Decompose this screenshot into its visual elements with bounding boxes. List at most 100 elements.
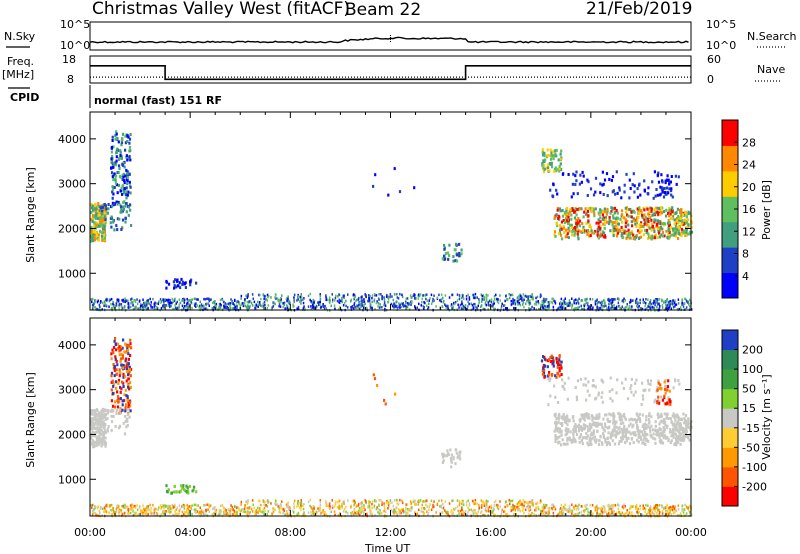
power-echo (112, 178, 115, 182)
power-near-range (484, 301, 487, 304)
velocity-echo (573, 425, 576, 429)
velocity-echo (122, 363, 125, 367)
power-near-range (587, 301, 589, 305)
velocity-echo (605, 413, 608, 417)
velocity-echo (129, 385, 132, 389)
velocity-echo (621, 414, 624, 418)
power-near-range (668, 302, 671, 306)
power-echo (670, 193, 673, 197)
power-near-range (353, 303, 355, 306)
power-near-range (598, 300, 600, 304)
power-near-range (511, 302, 514, 306)
power-near-range (540, 303, 542, 307)
power-echo (103, 205, 106, 209)
velocity-echo (543, 368, 546, 372)
velocity-echo (657, 395, 660, 399)
velocity-echo (592, 421, 595, 425)
power-echo (118, 156, 122, 160)
power-near-range (563, 305, 565, 308)
power-near-range (405, 297, 407, 300)
power-near-range (307, 294, 310, 298)
velocity-near-range (110, 513, 113, 516)
velocity-near-range (406, 512, 409, 515)
power-echo (669, 228, 672, 231)
power-echo (103, 233, 106, 237)
power-echo (455, 253, 458, 257)
velocity-echo (574, 440, 577, 444)
velocity-near-range (328, 506, 331, 510)
power-near-range (332, 298, 334, 301)
power-near-range (309, 292, 312, 296)
power-near-range (146, 304, 148, 307)
power-near-range (654, 303, 656, 307)
power-near-range (115, 304, 118, 307)
power-near-range (512, 300, 514, 303)
power-near-range (393, 293, 396, 296)
power-near-range (282, 302, 284, 305)
velocity-echo (680, 426, 683, 430)
power-echo (552, 150, 555, 154)
power-echo (636, 187, 639, 191)
power-echo (126, 182, 129, 185)
velocity-near-range (456, 505, 459, 508)
velocity-echo (674, 426, 678, 430)
velocity-echo (588, 393, 591, 397)
velocity-near-range (357, 504, 360, 507)
power-near-range (668, 306, 670, 309)
velocity-near-range (163, 511, 166, 515)
velocity-echo (112, 363, 115, 366)
velocity-echo (672, 435, 675, 439)
velocity-echo (582, 417, 585, 421)
power-near-range (441, 305, 443, 308)
power-echo (111, 187, 115, 191)
velocity-near-range (575, 504, 577, 507)
power-near-range (356, 298, 358, 302)
velocity-echo (128, 415, 131, 419)
velocity-near-range (594, 506, 597, 509)
velocity-echo (122, 366, 125, 370)
power-echo (444, 251, 447, 255)
velocity-near-range (624, 505, 626, 508)
velocity-near-range (519, 509, 522, 513)
power-echo (659, 185, 662, 189)
power-near-range (553, 299, 555, 302)
velocity-echo (661, 441, 664, 445)
power-echo (618, 186, 621, 190)
power-echo (550, 157, 553, 161)
power-near-range (441, 297, 444, 300)
power-near-range (417, 297, 420, 300)
velocity-near-range (251, 510, 254, 513)
velocity-near-range (478, 506, 481, 510)
power-near-range (642, 301, 645, 304)
power-echo (684, 218, 687, 222)
velocity-near-range (644, 510, 646, 514)
power-near-range (144, 305, 146, 308)
velocity-echo (562, 385, 565, 389)
power-echo (101, 212, 104, 215)
velocity-echo (129, 354, 132, 357)
power-near-range (312, 305, 315, 309)
velocity-echo (113, 366, 117, 370)
velocity-echo (619, 422, 622, 426)
velocity-near-range (483, 501, 485, 505)
velocity-echo (660, 387, 663, 391)
velocity-echo (651, 428, 654, 432)
power-near-range (371, 294, 374, 297)
velocity-near-range (528, 509, 531, 512)
velocity-near-range (322, 509, 324, 512)
power-near-range (607, 298, 609, 301)
power-near-range (648, 305, 651, 309)
velocity-near-range (496, 503, 498, 507)
velocity-near-range (599, 507, 602, 511)
power-near-range (255, 304, 258, 307)
power-echo (668, 231, 671, 234)
power-near-range (400, 302, 403, 305)
velocity-echo (621, 429, 624, 433)
power-echo (685, 228, 688, 232)
power-near-range (658, 306, 661, 310)
velocity-echo (614, 433, 617, 437)
velocity-near-range (461, 502, 463, 506)
velocity-echo (543, 375, 546, 379)
power-near-range (160, 301, 162, 304)
power-echo (565, 206, 569, 210)
